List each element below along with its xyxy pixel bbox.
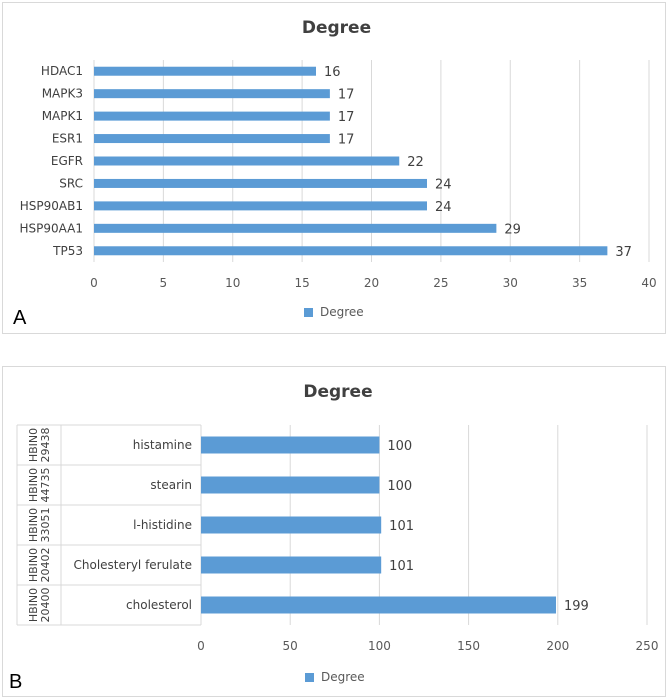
- bar: [94, 89, 330, 99]
- bar: [94, 156, 400, 166]
- x-tick-label: 15: [294, 276, 309, 290]
- panel-label-b: B: [9, 671, 23, 693]
- bar: [201, 556, 382, 574]
- bar: [201, 436, 380, 454]
- bar: [94, 111, 330, 121]
- group-label-line: 20402: [39, 548, 52, 583]
- category-label: MAPK1: [42, 109, 83, 123]
- x-tick-label: 150: [457, 639, 480, 653]
- data-label: 22: [407, 155, 424, 170]
- group-label-line: HBIN0: [27, 508, 40, 542]
- x-tick-label: 100: [368, 639, 391, 653]
- group-label: HBIN020402: [27, 548, 52, 583]
- x-tick-label: 25: [433, 276, 448, 290]
- category-label: MAPK3: [42, 87, 83, 101]
- category-label: SRC: [59, 176, 83, 190]
- data-label: 17: [338, 88, 355, 103]
- group-label: HBIN044735: [27, 468, 52, 503]
- category-label: TP53: [52, 244, 83, 258]
- x-tick-label: 10: [225, 276, 240, 290]
- data-label: 101: [389, 519, 414, 534]
- data-label: 24: [435, 177, 452, 192]
- x-tick-label: 35: [572, 276, 587, 290]
- legend-label: Degree: [321, 670, 365, 684]
- group-label-line: 44735: [39, 468, 52, 503]
- group-label-line: HBIN0: [27, 548, 40, 582]
- chart-title: Degree: [302, 18, 371, 38]
- bar: [94, 223, 497, 233]
- bar: [201, 516, 382, 534]
- group-label: HBIN029438: [27, 428, 52, 463]
- data-label: 100: [387, 439, 412, 454]
- bar: [201, 476, 380, 494]
- legend-swatch: [305, 673, 314, 682]
- data-label: 37: [615, 245, 632, 260]
- chart-panel-b: Degree 0 50 100 150 200 250 HBIN029438 HBIN04473…: [2, 366, 666, 697]
- x-tick-label: 5: [160, 276, 168, 290]
- data-label: 17: [338, 133, 355, 148]
- category-label: ESR1: [52, 132, 83, 146]
- bar: [94, 178, 427, 188]
- category-label: l-histidine: [133, 518, 192, 532]
- chart-title: Degree: [303, 382, 372, 402]
- group-label-line: 20400: [39, 588, 52, 623]
- data-label: 100: [387, 479, 412, 494]
- category-label: histamine: [133, 438, 192, 452]
- bar: [94, 201, 427, 211]
- category-label: stearin: [150, 478, 192, 492]
- category-label: Cholesteryl ferulate: [74, 558, 193, 572]
- bar: [94, 134, 330, 144]
- data-label: 29: [504, 222, 521, 237]
- bar: [94, 66, 316, 76]
- data-label: 24: [435, 200, 452, 215]
- chart-panel-a: Degree 0 5 10 15 20 25 30 35 40 HDAC1 16 MAPK3 17 MAPK…: [2, 2, 666, 334]
- data-label: 199: [564, 599, 589, 614]
- group-label-line: 33051: [39, 508, 52, 543]
- data-label: 17: [338, 110, 355, 125]
- panel-label-a: A: [13, 307, 27, 329]
- group-label: HBIN033051: [27, 508, 52, 543]
- x-tick-label: 0: [90, 276, 98, 290]
- x-tick-label: 250: [636, 639, 659, 653]
- category-label: EGFR: [51, 154, 83, 168]
- x-tick-label: 0: [197, 639, 205, 653]
- x-tick-label: 200: [546, 639, 569, 653]
- group-label-line: HBIN0: [27, 588, 40, 622]
- legend-swatch: [304, 308, 313, 317]
- bar: [94, 246, 608, 256]
- data-label: 101: [389, 559, 414, 574]
- chart-a-svg: Degree 0 5 10 15 20 25 30 35 40 HDAC1 16 MAPK3 17 MAPK…: [19, 18, 656, 319]
- x-tick-label: 20: [364, 276, 379, 290]
- legend-label: Degree: [320, 305, 364, 319]
- group-label: HBIN020400: [27, 588, 52, 623]
- category-label: cholesterol: [126, 598, 192, 612]
- bar: [201, 596, 557, 614]
- category-label: HSP90AB1: [20, 199, 83, 213]
- group-label-line: HBIN0: [27, 468, 40, 502]
- group-label-line: 29438: [39, 428, 52, 463]
- group-label-line: HBIN0: [27, 428, 40, 462]
- category-label: HSP90AA1: [19, 221, 83, 235]
- x-tick-label: 50: [283, 639, 298, 653]
- category-label: HDAC1: [41, 64, 83, 78]
- x-tick-label: 30: [503, 276, 518, 290]
- data-label: 16: [324, 65, 341, 80]
- x-tick-label: 40: [641, 276, 656, 290]
